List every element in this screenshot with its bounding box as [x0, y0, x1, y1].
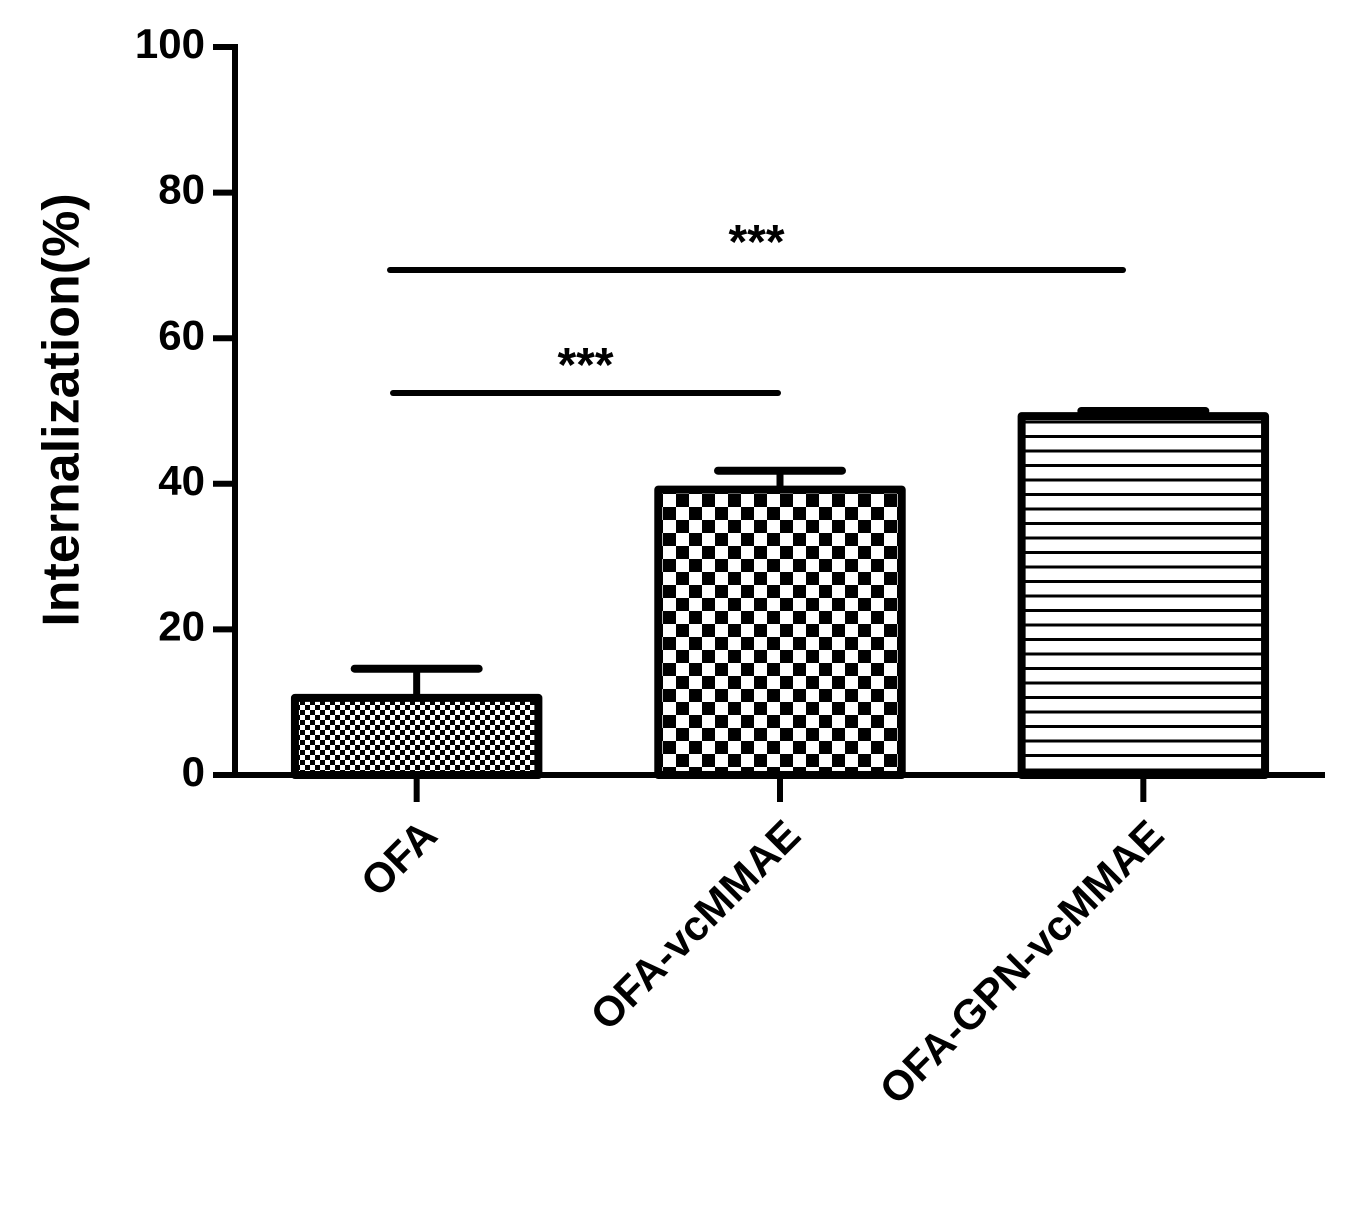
bar — [1017, 412, 1270, 779]
y-tick-label: 20 — [158, 602, 205, 649]
bar — [290, 693, 543, 779]
y-tick-label: 100 — [135, 20, 205, 67]
y-tick-label: 0 — [182, 748, 205, 795]
x-tick-label: OFA — [352, 811, 446, 905]
y-tick-label: 40 — [158, 457, 205, 504]
significance-label: *** — [728, 216, 784, 269]
y-tick-label: 60 — [158, 311, 205, 358]
y-axis-title: Internalization(%) — [33, 193, 91, 626]
significance-label: *** — [557, 339, 613, 392]
x-tick-label: OFA-GPN-vcMMAE — [870, 811, 1172, 1113]
y-tick-label: 80 — [158, 166, 205, 213]
x-tick-label: OFA-vcMMAE — [581, 811, 809, 1039]
bar — [654, 485, 906, 779]
